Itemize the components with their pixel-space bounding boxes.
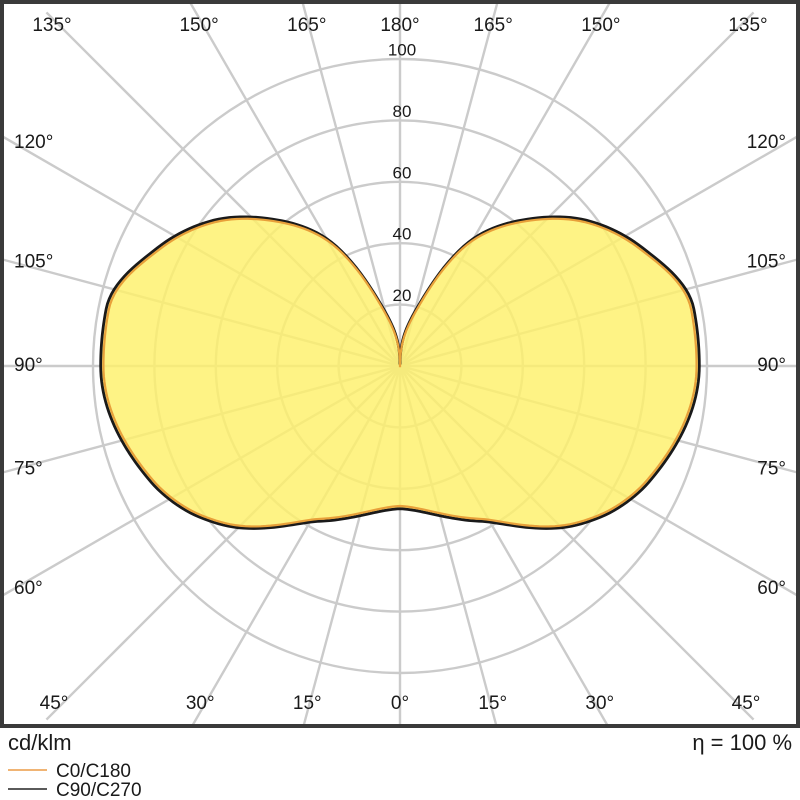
svg-text:0°: 0°: [391, 693, 409, 714]
svg-text:20: 20: [393, 286, 412, 305]
svg-text:30°: 30°: [585, 693, 614, 714]
svg-text:60°: 60°: [757, 578, 786, 599]
svg-text:90°: 90°: [14, 355, 43, 376]
svg-text:80: 80: [393, 102, 412, 121]
svg-text:cd/klm: cd/klm: [8, 730, 72, 755]
svg-text:150°: 150°: [179, 15, 218, 36]
svg-text:165°: 165°: [287, 15, 326, 36]
svg-text:η = 100 %: η = 100 %: [692, 730, 792, 755]
svg-text:135°: 135°: [728, 15, 767, 36]
svg-text:135°: 135°: [32, 15, 71, 36]
svg-text:120°: 120°: [747, 132, 786, 153]
svg-text:60: 60: [393, 163, 412, 182]
svg-text:40: 40: [393, 225, 412, 244]
svg-text:45°: 45°: [732, 693, 761, 714]
svg-text:165°: 165°: [474, 15, 513, 36]
svg-text:C0/C180: C0/C180: [56, 761, 131, 782]
svg-text:90°: 90°: [757, 355, 786, 376]
svg-text:C90/C270: C90/C270: [56, 780, 142, 800]
svg-text:15°: 15°: [293, 693, 322, 714]
svg-text:105°: 105°: [14, 252, 53, 273]
svg-text:120°: 120°: [14, 132, 53, 153]
svg-text:75°: 75°: [757, 458, 786, 479]
svg-text:100: 100: [388, 40, 416, 59]
svg-text:75°: 75°: [14, 458, 43, 479]
svg-text:150°: 150°: [581, 15, 620, 36]
svg-text:15°: 15°: [478, 693, 507, 714]
svg-text:30°: 30°: [186, 693, 215, 714]
svg-text:180°: 180°: [380, 15, 419, 36]
svg-text:45°: 45°: [40, 693, 69, 714]
svg-text:105°: 105°: [747, 252, 786, 273]
svg-text:60°: 60°: [14, 578, 43, 599]
